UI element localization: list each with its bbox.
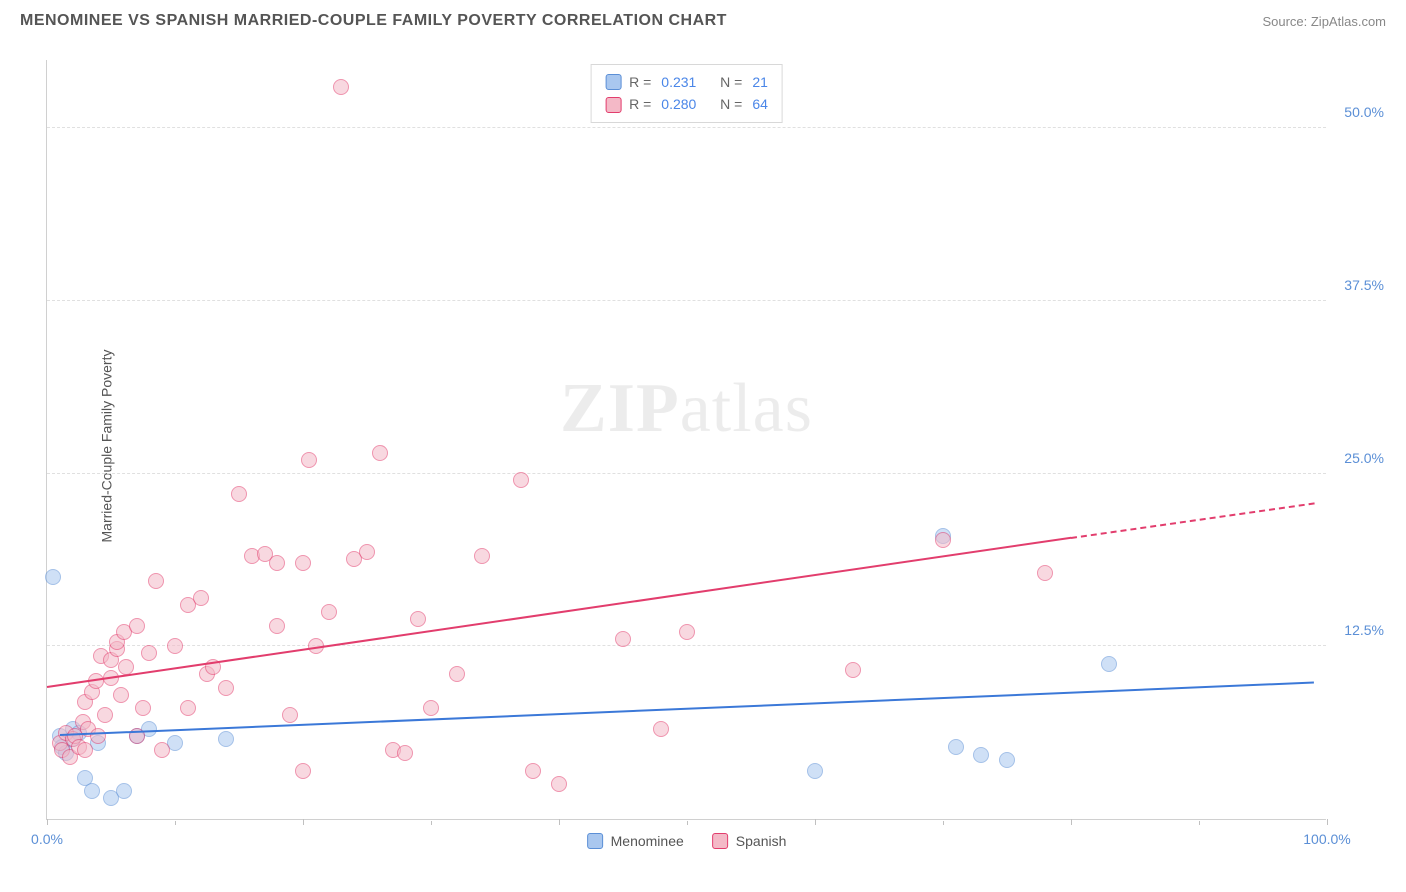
x-minor-tick bbox=[431, 821, 432, 825]
scatter-point bbox=[397, 745, 413, 761]
source-attribution: Source: ZipAtlas.com bbox=[1262, 14, 1386, 29]
stats-row-spanish: R = 0.280 N = 64 bbox=[605, 93, 768, 115]
scatter-point bbox=[1037, 565, 1053, 581]
scatter-point bbox=[615, 631, 631, 647]
trend-line bbox=[60, 682, 1314, 737]
scatter-point bbox=[321, 604, 337, 620]
scatter-point bbox=[359, 544, 375, 560]
scatter-point bbox=[999, 752, 1015, 768]
swatch-spanish bbox=[712, 833, 728, 849]
scatter-point bbox=[135, 700, 151, 716]
gridline bbox=[47, 127, 1326, 128]
swatch-menominee bbox=[587, 833, 603, 849]
x-minor-tick bbox=[687, 821, 688, 825]
scatter-point bbox=[154, 742, 170, 758]
scatter-plot: ZIPatlas R = 0.231 N = 21 R = 0.280 N = … bbox=[46, 60, 1326, 820]
x-minor-tick bbox=[1199, 821, 1200, 825]
x-tick bbox=[1071, 819, 1072, 825]
scatter-point bbox=[193, 590, 209, 606]
x-tick bbox=[1327, 819, 1328, 825]
scatter-point bbox=[116, 783, 132, 799]
x-tick bbox=[815, 819, 816, 825]
correlation-stats-box: R = 0.231 N = 21 R = 0.280 N = 64 bbox=[590, 64, 783, 123]
scatter-point bbox=[45, 569, 61, 585]
y-tick-label: 50.0% bbox=[1344, 104, 1384, 120]
scatter-point bbox=[301, 452, 317, 468]
x-tick bbox=[47, 819, 48, 825]
x-minor-tick bbox=[175, 821, 176, 825]
trend-line-extrapolated bbox=[1071, 502, 1314, 539]
gridline bbox=[47, 300, 1326, 301]
scatter-point bbox=[84, 783, 100, 799]
scatter-point bbox=[269, 618, 285, 634]
scatter-point bbox=[423, 700, 439, 716]
scatter-point bbox=[113, 687, 129, 703]
scatter-point bbox=[90, 728, 106, 744]
y-tick-label: 37.5% bbox=[1344, 277, 1384, 293]
stats-row-menominee: R = 0.231 N = 21 bbox=[605, 71, 768, 93]
chart-title: MENOMINEE VS SPANISH MARRIED-COUPLE FAMI… bbox=[20, 12, 727, 30]
scatter-point bbox=[474, 548, 490, 564]
scatter-point bbox=[148, 573, 164, 589]
scatter-point bbox=[218, 680, 234, 696]
scatter-point bbox=[807, 763, 823, 779]
x-tick-label: 100.0% bbox=[1303, 831, 1350, 847]
scatter-point bbox=[295, 763, 311, 779]
scatter-point bbox=[282, 707, 298, 723]
scatter-point bbox=[218, 731, 234, 747]
x-tick-label: 0.0% bbox=[31, 831, 63, 847]
legend-item-menominee: Menominee bbox=[587, 833, 684, 849]
scatter-point bbox=[180, 700, 196, 716]
scatter-point bbox=[551, 776, 567, 792]
scatter-point bbox=[973, 747, 989, 763]
scatter-point bbox=[653, 721, 669, 737]
gridline bbox=[47, 645, 1326, 646]
scatter-point bbox=[679, 624, 695, 640]
trend-line bbox=[47, 537, 1071, 688]
scatter-point bbox=[372, 445, 388, 461]
scatter-point bbox=[935, 532, 951, 548]
legend-item-spanish: Spanish bbox=[712, 833, 787, 849]
bottom-legend: Menominee Spanish bbox=[587, 833, 787, 849]
chart-header: MENOMINEE VS SPANISH MARRIED-COUPLE FAMI… bbox=[0, 0, 1406, 38]
scatter-point bbox=[1101, 656, 1117, 672]
scatter-point bbox=[948, 739, 964, 755]
x-minor-tick bbox=[943, 821, 944, 825]
scatter-point bbox=[167, 638, 183, 654]
swatch-menominee bbox=[605, 74, 621, 90]
scatter-point bbox=[141, 645, 157, 661]
scatter-point bbox=[129, 618, 145, 634]
scatter-point bbox=[295, 555, 311, 571]
swatch-spanish bbox=[605, 97, 621, 113]
scatter-point bbox=[97, 707, 113, 723]
watermark: ZIPatlas bbox=[560, 369, 813, 449]
scatter-point bbox=[513, 472, 529, 488]
x-tick bbox=[303, 819, 304, 825]
scatter-point bbox=[410, 611, 426, 627]
scatter-point bbox=[77, 742, 93, 758]
x-tick bbox=[559, 819, 560, 825]
scatter-point bbox=[269, 555, 285, 571]
scatter-point bbox=[525, 763, 541, 779]
scatter-point bbox=[333, 79, 349, 95]
scatter-point bbox=[449, 666, 465, 682]
gridline bbox=[47, 473, 1326, 474]
y-tick-label: 12.5% bbox=[1344, 622, 1384, 638]
scatter-point bbox=[231, 486, 247, 502]
scatter-point bbox=[845, 662, 861, 678]
y-tick-label: 25.0% bbox=[1344, 450, 1384, 466]
